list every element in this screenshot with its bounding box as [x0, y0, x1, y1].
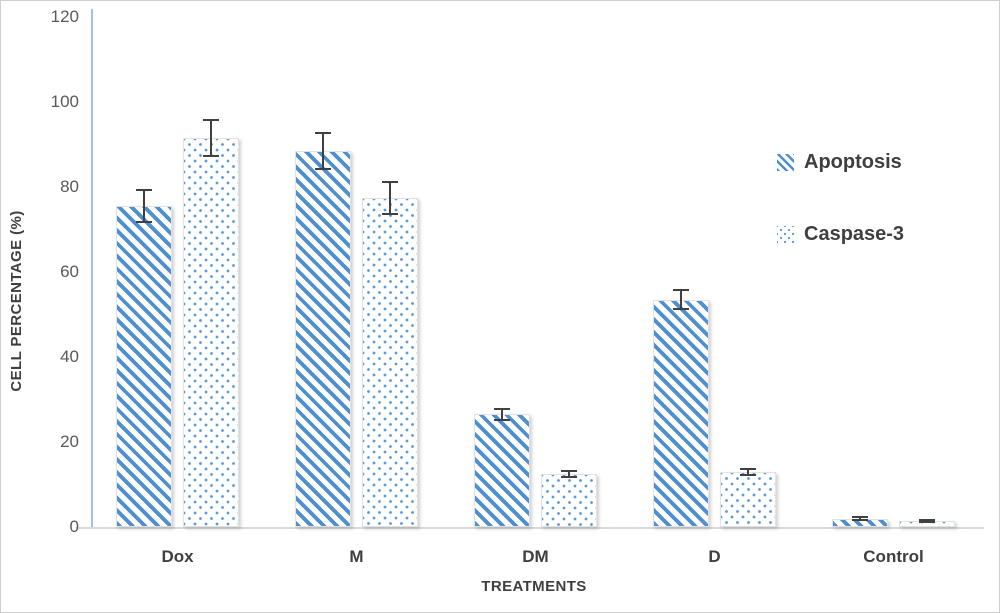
error-cap-bottom [919, 520, 935, 523]
error-bar-apoptosis-d [673, 289, 689, 311]
bar-apoptosis-d [653, 299, 709, 527]
error-stem [568, 469, 570, 479]
x-axis-line [76, 527, 984, 529]
error-cap-bottom [740, 474, 756, 476]
error-bar-caspase-3-control [919, 518, 935, 523]
error-bar-caspase-3-dm [561, 469, 577, 479]
error-stem [747, 467, 749, 476]
legend-item-caspase3: Caspase-3 [777, 223, 904, 246]
y-axis-line [91, 9, 93, 528]
x-category-label-control: Control [863, 547, 924, 566]
error-stem [143, 189, 145, 224]
y-tick-label-100: 100 [50, 92, 79, 111]
error-stem [389, 180, 391, 215]
error-cap-bottom [315, 168, 331, 170]
caspase3-dots-swatch-icon [777, 226, 794, 243]
error-bar-caspase-3-m [382, 180, 398, 215]
y-tick-label-20: 20 [60, 432, 79, 451]
error-cap-bottom [136, 221, 152, 224]
x-category-label-d: D [708, 547, 721, 566]
y-tick-label-0: 0 [69, 517, 79, 536]
error-stem [210, 119, 212, 158]
x-category-label-dm: DM [522, 547, 549, 566]
bar-apoptosis-dox [116, 206, 172, 527]
y-tick-label-40: 40 [60, 347, 79, 366]
error-cap-bottom [494, 418, 510, 421]
error-cap-bottom [852, 518, 868, 521]
error-stem [680, 289, 682, 311]
bar-apoptosis-m [295, 150, 351, 527]
error-bar-apoptosis-dox [136, 189, 152, 224]
error-bar-apoptosis-dm [494, 408, 510, 421]
legend-label-apoptosis: Apoptosis [804, 151, 902, 173]
error-bar-apoptosis-control [852, 516, 868, 521]
error-cap-bottom [382, 212, 398, 215]
error-bar-caspase-3-d [740, 467, 756, 476]
bar-caspase-3-d [720, 471, 776, 527]
error-cap-bottom [561, 476, 577, 479]
bar-caspase-3-dox [183, 138, 239, 527]
apoptosis-stripes-swatch-icon [777, 154, 794, 171]
error-stem [926, 518, 928, 523]
y-tick-label-80: 80 [60, 177, 79, 196]
legend-label-caspase3: Caspase-3 [804, 223, 905, 245]
x-category-label-dox: Dox [161, 547, 194, 566]
y-tick-label-120: 120 [50, 7, 79, 26]
legend-item-apoptosis: Apoptosis [777, 151, 902, 174]
error-bar-apoptosis-m [315, 131, 331, 170]
error-cap-bottom [673, 308, 689, 311]
error-stem [859, 516, 861, 521]
bar-caspase-3-m [362, 197, 418, 527]
error-stem [501, 408, 503, 421]
error-cap-bottom [203, 155, 219, 158]
bar-caspase-3-dm [541, 473, 597, 527]
x-category-label-m: M [349, 547, 364, 566]
bar-apoptosis-dm [474, 414, 530, 527]
y-axis-title: CELL PERCENTAGE (%) [8, 210, 25, 392]
y-tick-label-60: 60 [60, 262, 79, 281]
x-axis-title: TREATMENTS [481, 578, 587, 595]
error-bar-caspase-3-dox [203, 119, 219, 158]
error-stem [322, 131, 324, 170]
